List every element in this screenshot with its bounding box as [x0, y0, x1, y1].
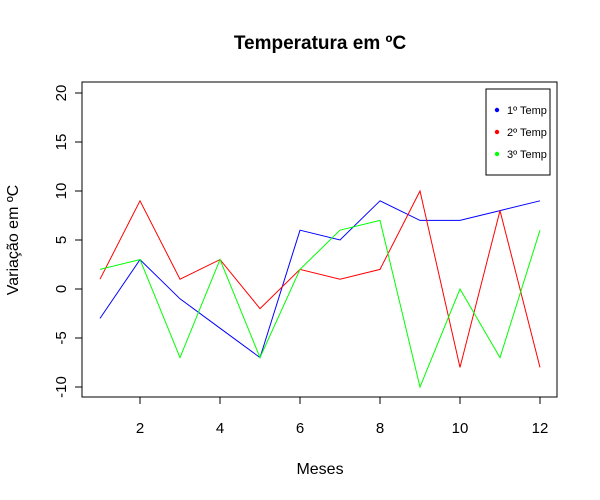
x-tick-label: 2 — [136, 420, 144, 437]
legend-marker — [494, 129, 500, 135]
y-tick-label: 5 — [53, 236, 70, 244]
y-tick-label: 10 — [53, 183, 70, 200]
y-tick-label: 20 — [53, 85, 70, 102]
chart-title: Temperatura em ºC — [234, 33, 407, 54]
series-line-3 — [99, 219, 541, 389]
y-tick-label: 15 — [53, 134, 70, 151]
y-tick-label: -10 — [53, 376, 70, 398]
legend-entry: 2º Temp — [507, 127, 547, 139]
x-tick-label: 4 — [216, 420, 224, 437]
x-axis-label: Meses — [296, 461, 343, 478]
series-lines — [99, 189, 541, 389]
legend-entry: 1º Temp — [507, 105, 547, 117]
legend-entry: 3º Temp — [507, 149, 547, 161]
legend-marker — [494, 151, 500, 157]
series-line-2 — [99, 189, 541, 368]
y-axis-label: Variação em ºC — [5, 185, 22, 295]
series-line-1 — [99, 200, 541, 359]
legend: 1º Temp 2º Temp 3º Temp — [485, 88, 551, 176]
axes: 2 4 6 8 10 12 -10 -5 0 5 10 15 20 — [53, 85, 548, 437]
x-tick-label: 6 — [296, 420, 304, 437]
x-tick-label: 8 — [376, 420, 384, 437]
legend-marker — [494, 107, 500, 113]
y-tick-label: -5 — [53, 331, 70, 344]
y-tick-label: 0 — [53, 285, 70, 293]
x-tick-label: 12 — [532, 420, 549, 437]
x-tick-label: 10 — [452, 420, 469, 437]
